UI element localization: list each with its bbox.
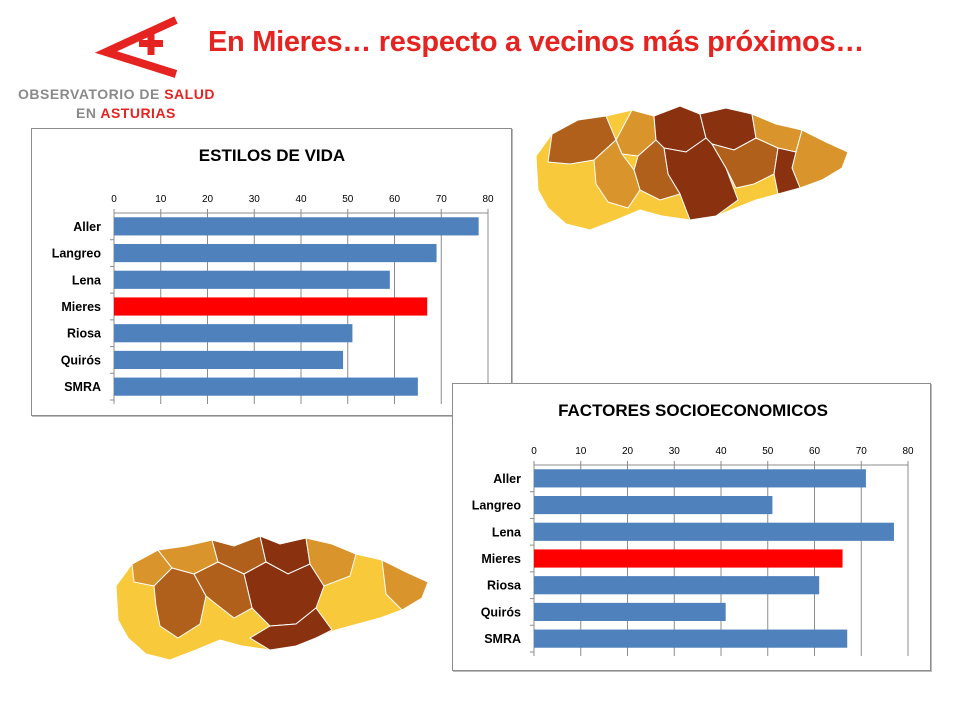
chart0-bar [114,243,437,263]
chart0-title: ESTILOS DE VIDA [199,146,345,165]
chart-factores-socioeconomicos: FACTORES SOCIOECONOMICOS 0 10 20 30 40 50 60 70 8… [452,383,931,671]
chart0-bar [114,217,479,236]
logo-text-line1: OBSERVATORIO DE SALUD [18,86,215,102]
chart1-bar [534,495,773,515]
chart0-category-label: Aller [73,220,101,234]
chart-factores-socioeconomicos-svg: FACTORES SOCIOECONOMICOS 0 10 20 30 40 50 60 70 8… [472,401,914,656]
chart1-title: FACTORES SOCIOECONOMICOS [558,401,828,420]
chart0-category-label: Mieres [61,300,101,314]
chart1-category-label: Quirós [481,605,521,619]
logo-text-line2: EN ASTURIAS [76,105,176,121]
chart1-bar [534,469,866,488]
chart0-tick-label: 60 [389,194,401,205]
chart1-tick-label: 0 [531,446,537,457]
chart1-category-label: Mieres [481,552,521,566]
chart0-tick-label: 80 [482,194,494,205]
chart1-category-label: Langreo [472,499,522,513]
chart1-tick-label: 80 [902,446,914,457]
asturias-map-estilos-de-vida [535,105,849,231]
chart0-tick-label: 70 [436,194,448,205]
chart1-bar [534,602,726,622]
chart0-bar [114,324,353,343]
chart1-bar [534,549,843,568]
slide-title: En Mieres… respecto a vecinos más próxim… [208,26,864,58]
chart0-category-label: SMRA [64,380,101,394]
chart1-tick-label: 20 [622,446,634,457]
chart1-tick-label: 70 [856,446,868,457]
chart0-bar [114,350,344,370]
chart0-category-label: Riosa [67,327,102,341]
chart0-bar [114,297,428,316]
chart0-category-label: Quirós [61,353,101,367]
chart1-bar [534,522,894,541]
chart0-category-label: Lena [72,273,102,287]
chart0-tick-label: 40 [295,194,307,205]
chart1-category-label: Riosa [487,579,522,593]
asturias-map-factores-socioeconomicos [115,535,429,661]
chart1-category-label: Lena [492,525,522,539]
chart1-tick-label: 40 [715,446,727,457]
chart1-tick-label: 60 [809,446,821,457]
chart1-tick-label: 10 [575,446,587,457]
logo-symbol-icon [94,16,178,78]
chart-estilos-de-vida: ESTILOS DE VIDA 0 10 20 30 40 50 60 70 80 Aller Lan… [31,128,512,416]
observatorio-logo: OBSERVATORIO DE SALUD EN ASTURIAS [18,12,215,124]
chart0-category-label: Langreo [52,247,102,261]
chart1-category-label: Aller [493,472,521,486]
chart0-tick-label: 50 [342,194,354,205]
chart1-bar [534,576,820,595]
chart1-category-label: SMRA [484,632,521,646]
chart0-tick-label: 0 [111,194,117,205]
chart0-tick-label: 10 [155,194,167,205]
chart1-tick-label: 50 [762,446,774,457]
chart1-bar [534,629,848,648]
chart0-tick-label: 30 [249,194,261,205]
chart0-tick-label: 20 [202,194,214,205]
chart-estilos-de-vida-svg: ESTILOS DE VIDA 0 10 20 30 40 50 60 70 80 Aller Lan… [52,146,494,404]
chart0-bar [114,270,390,289]
chart0-bar [114,377,418,396]
chart1-tick-label: 30 [669,446,681,457]
